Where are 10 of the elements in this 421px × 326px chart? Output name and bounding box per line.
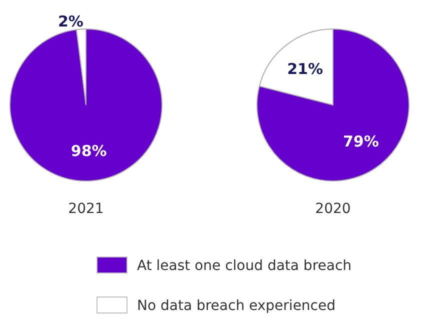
text: 2021 [68,201,104,217]
text: 2020 [315,201,351,217]
legend-label: At least one cloud data breach [137,258,352,274]
legend-label: No data breach experienced [137,298,336,314]
data-label: 98% [70,142,107,160]
pie-slice [10,28,162,182]
pie-slice [256,28,410,182]
data-label: 21% [287,60,324,78]
data-label: 79% [342,132,379,150]
data-label: 2% [58,12,84,30]
